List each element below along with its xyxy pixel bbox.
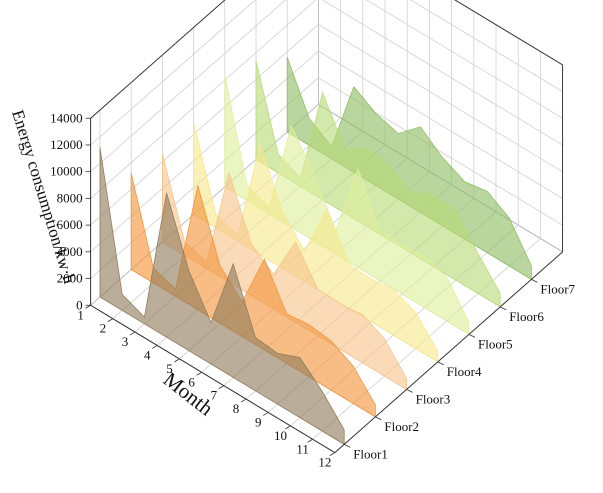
floor-tick-label: Floor3 (416, 391, 451, 406)
floor-tick (531, 279, 538, 283)
month-tick-label: 7 (211, 388, 218, 403)
area-series-floor6 (255, 60, 501, 308)
month-tick-label: 6 (188, 374, 195, 389)
month-tick (218, 385, 225, 389)
area-series-floor1 (99, 147, 345, 446)
z-tick-label: 10000 (50, 164, 83, 179)
month-tick-label: 12 (318, 455, 331, 470)
month-tick-label: 2 (100, 321, 107, 336)
month-tick (263, 412, 269, 416)
area-series-floor4 (193, 122, 439, 363)
z-tick-label: 4000 (57, 244, 83, 259)
area-series-floor5 (224, 74, 470, 336)
area-series-floor3 (161, 153, 408, 391)
box-edge (90, 304, 336, 454)
month-tick (129, 331, 136, 336)
z-tick-label: 14000 (50, 110, 83, 125)
month-tick (85, 304, 91, 309)
floor-tick (500, 306, 507, 311)
box-edge (90, 0, 226, 119)
month-tick (240, 398, 247, 403)
z-tick-label: 8000 (57, 190, 83, 205)
month-tick (307, 438, 313, 443)
floor-tick-label: Floor4 (447, 364, 482, 379)
month-tick-label: 9 (255, 414, 262, 429)
z-gridline (90, 0, 563, 173)
month-tick-label: 5 (166, 361, 173, 376)
bounding-box-front (90, 0, 564, 454)
month-tick (285, 425, 291, 430)
floor-tick-label: Floor6 (509, 309, 544, 324)
floor-tick-label: Floor1 (353, 446, 388, 461)
box-edge (454, 0, 563, 66)
floor-tick (437, 361, 444, 366)
z-tick-label: 2000 (57, 271, 83, 286)
month-tick-label: 11 (296, 441, 309, 456)
month-tick (196, 371, 202, 376)
axis-labels: 0200040006000800010000120001400012345678… (50, 110, 575, 469)
z-tick-label: 0 (76, 297, 83, 312)
z-gridline (90, 0, 563, 199)
month-tick-label: 3 (122, 334, 129, 349)
floor-tick-label: Floor7 (540, 281, 575, 296)
box-edge (334, 251, 563, 453)
series-layer (99, 57, 532, 446)
floor-tick-label: Floor2 (384, 419, 419, 434)
z-gridline (90, 0, 563, 146)
month-tick (174, 358, 180, 363)
floor-tick (344, 444, 351, 448)
z-tick-label: 6000 (57, 217, 83, 232)
month-tick (329, 452, 336, 456)
floor-tick (375, 416, 382, 421)
month-tick-label: 8 (233, 401, 240, 416)
floor-tick (406, 389, 413, 393)
floor-tick (468, 334, 476, 338)
floor-tick-label: Floor5 (478, 336, 513, 351)
month-tick (152, 345, 158, 349)
month-tick-label: 4 (144, 347, 151, 362)
month-tick-label: 10 (274, 428, 287, 443)
area-series-floor7 (286, 57, 532, 281)
z-tick-label: 12000 (50, 137, 83, 152)
month-tick-label: 1 (77, 307, 84, 322)
month-tick (107, 318, 114, 322)
